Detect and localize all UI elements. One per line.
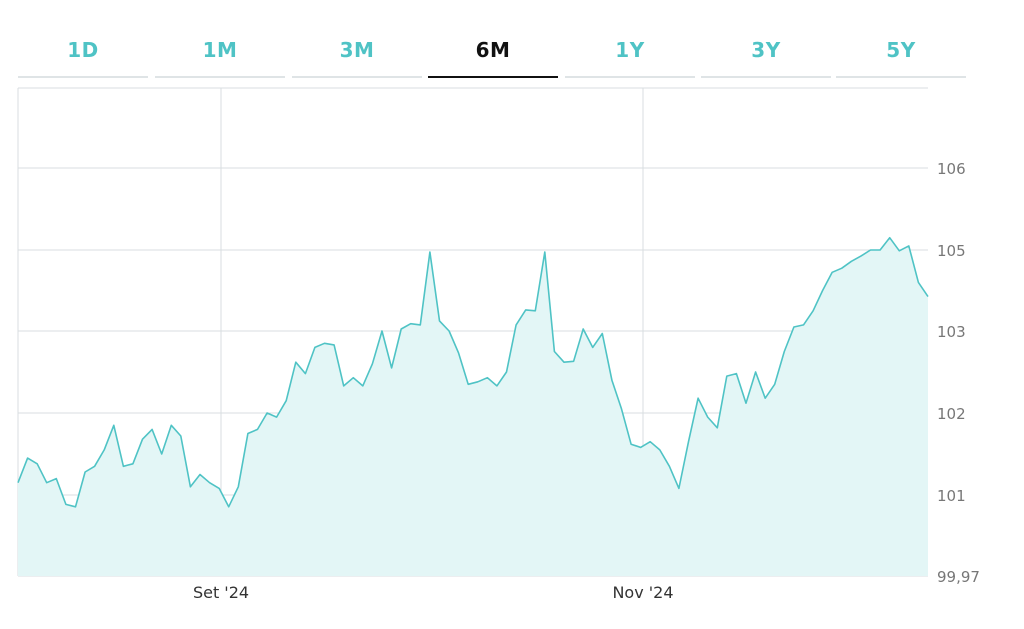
y-tick-label: 102 xyxy=(937,405,966,423)
y-tick-label: 101 xyxy=(937,487,966,505)
tab-5y-underline xyxy=(836,76,966,78)
series-line xyxy=(17,236,929,508)
tab-3y-underline xyxy=(701,76,831,78)
tab-1m-underline xyxy=(155,76,285,78)
tab-3y[interactable]: 3Y xyxy=(701,30,831,78)
tab-6m-underline xyxy=(428,76,558,78)
tab-6m-label: 6M xyxy=(475,38,511,62)
tab-3m-underline xyxy=(292,76,422,78)
timeframe-tabs: 1D 1M 3M 6M 1Y 3Y 5Y xyxy=(18,30,972,80)
x-tick-label: Set '24 xyxy=(193,583,249,602)
tab-1y[interactable]: 1Y xyxy=(565,30,695,78)
tab-3m-label: 3M xyxy=(339,38,375,62)
tab-1m-label: 1M xyxy=(202,38,238,62)
tab-1d-label: 1D xyxy=(67,38,99,62)
y-tick-label: 106 xyxy=(937,160,966,178)
x-tick-label: Nov '24 xyxy=(612,583,673,602)
tab-1m[interactable]: 1M xyxy=(155,30,285,78)
tab-1y-underline xyxy=(565,76,695,78)
tab-3m[interactable]: 3M xyxy=(292,30,422,78)
y-tick-label: 103 xyxy=(937,323,966,341)
tab-1y-label: 1Y xyxy=(615,38,645,62)
tab-3y-label: 3Y xyxy=(751,38,781,62)
y-tick-label: 99,97 xyxy=(937,568,980,586)
y-tick-label: 105 xyxy=(937,242,966,260)
tab-5y-label: 5Y xyxy=(886,38,916,62)
tab-1d-underline xyxy=(18,76,148,78)
tab-6m[interactable]: 6M xyxy=(428,30,558,78)
series-area-fill xyxy=(18,237,928,576)
tab-5y[interactable]: 5Y xyxy=(836,30,966,78)
tab-1d[interactable]: 1D xyxy=(18,30,148,78)
